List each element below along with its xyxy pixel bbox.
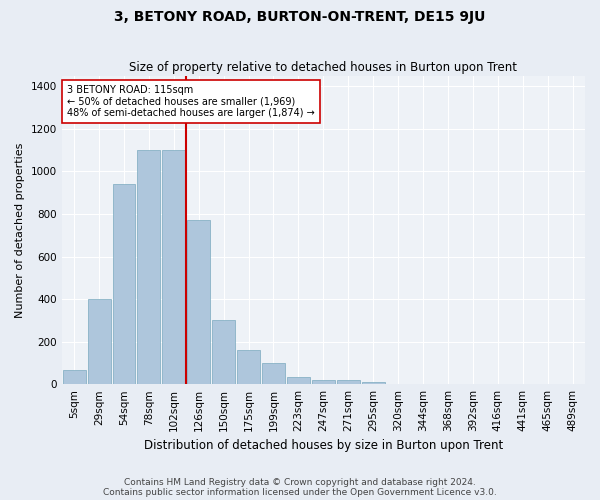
Bar <box>88 299 110 384</box>
Bar <box>337 380 360 384</box>
Title: Size of property relative to detached houses in Burton upon Trent: Size of property relative to detached ho… <box>130 62 517 74</box>
Bar <box>262 363 285 384</box>
Bar <box>62 370 86 384</box>
Bar <box>212 320 235 384</box>
Text: 3, BETONY ROAD, BURTON-ON-TRENT, DE15 9JU: 3, BETONY ROAD, BURTON-ON-TRENT, DE15 9J… <box>115 10 485 24</box>
Y-axis label: Number of detached properties: Number of detached properties <box>15 142 25 318</box>
Bar <box>237 350 260 384</box>
Bar <box>163 150 185 384</box>
Text: 3 BETONY ROAD: 115sqm
← 50% of detached houses are smaller (1,969)
48% of semi-d: 3 BETONY ROAD: 115sqm ← 50% of detached … <box>67 85 314 118</box>
Text: Contains HM Land Registry data © Crown copyright and database right 2024.
Contai: Contains HM Land Registry data © Crown c… <box>103 478 497 497</box>
Bar <box>187 220 210 384</box>
Bar <box>137 150 160 384</box>
Bar <box>287 376 310 384</box>
X-axis label: Distribution of detached houses by size in Burton upon Trent: Distribution of detached houses by size … <box>144 440 503 452</box>
Bar <box>113 184 136 384</box>
Bar <box>312 380 335 384</box>
Bar <box>362 382 385 384</box>
